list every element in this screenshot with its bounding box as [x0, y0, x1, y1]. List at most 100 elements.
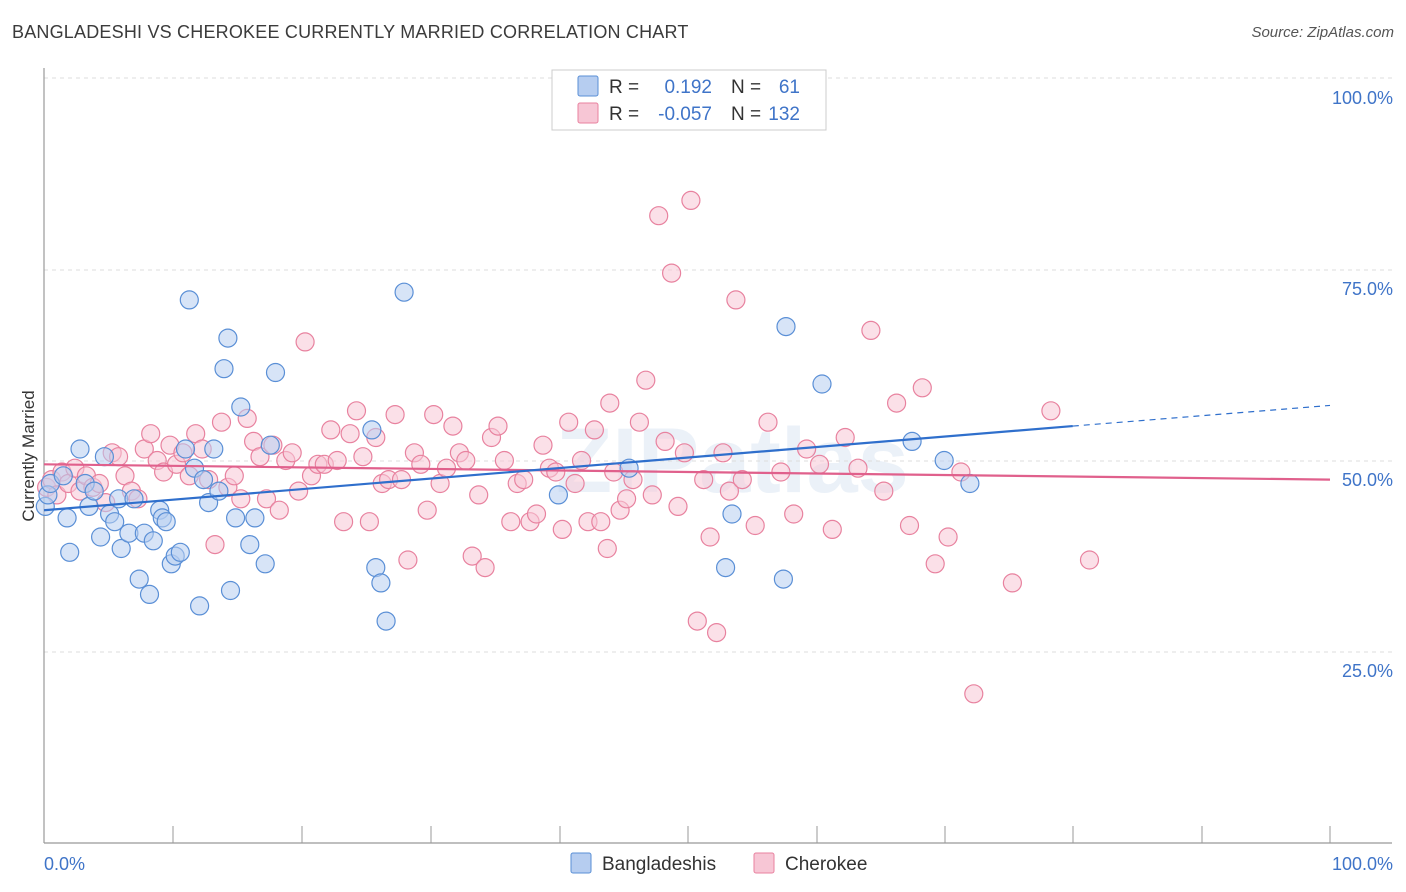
bangladeshi-point-46	[362, 420, 382, 440]
cherokee-point-31	[231, 489, 251, 509]
bangladeshi-point-10	[90, 527, 111, 547]
cherokee-point-123	[912, 378, 932, 398]
cherokee-point-40	[289, 481, 309, 501]
cherokee-point-61	[424, 405, 444, 425]
y-tick-label-75: 75.0%	[1342, 279, 1393, 299]
y-tick-label-100: 100.0%	[1332, 88, 1393, 108]
bangladeshi-point-54	[722, 504, 742, 524]
cherokee-point-116	[822, 519, 842, 540]
bangladeshi-point-51	[548, 485, 569, 505]
bangladeshi-point-58	[934, 450, 954, 471]
legend-box: R = 0.192 N = 61 R = -0.057 N = 132	[551, 69, 827, 131]
bangladeshi-point-45	[265, 362, 286, 383]
cherokee-point-49	[346, 401, 367, 421]
cherokee-point-81	[552, 519, 572, 540]
x-tick-label-100: 100.0%	[1332, 854, 1393, 874]
legend-n-value-1: 61	[779, 77, 800, 98]
cherokee-point-127	[964, 684, 984, 704]
legend-swatch-cherokee	[577, 102, 599, 124]
cherokee-point-109	[732, 470, 752, 490]
cherokee-point-59	[411, 454, 431, 474]
x-axis-ticks	[172, 826, 1331, 843]
cherokee-point-102	[687, 611, 707, 631]
cherokee-point-97	[655, 431, 675, 451]
cherokee-point-94	[636, 370, 656, 390]
bangladeshi-point-41	[240, 534, 260, 555]
bottom-legend-label-bangladeshis: Bangladeshis	[602, 854, 716, 875]
bangladeshi-point-34	[204, 439, 224, 459]
bangladeshi-points	[35, 282, 980, 631]
y-tick-label-50: 50.0%	[1342, 470, 1393, 490]
cherokee-point-71	[488, 416, 508, 436]
bangladeshi-point-31	[190, 596, 210, 616]
bangladeshi-point-42	[245, 508, 265, 528]
legend-swatch-bangladeshis	[577, 75, 599, 97]
cherokee-point-88	[597, 538, 617, 559]
bangladeshi-point-17	[124, 489, 144, 509]
legend-r-value-1: 0.192	[664, 77, 712, 98]
cherokee-point-104	[700, 527, 720, 547]
cherokee-point-86	[584, 420, 605, 440]
cherokee-point-115	[809, 454, 830, 474]
x-tick-label-0: 0.0%	[44, 854, 85, 874]
bangladeshi-point-15	[111, 538, 131, 559]
cherokee-point-91	[616, 489, 637, 509]
chart-title: BANGLADESHI VS CHEROKEE CURRENTLY MARRIE…	[12, 22, 689, 42]
bangladeshi-point-4	[57, 508, 77, 528]
cherokee-point-45	[321, 420, 341, 440]
bangladeshi-point-32	[193, 470, 214, 490]
bangladeshi-point-55	[773, 569, 794, 589]
cherokee-point-46	[327, 450, 347, 471]
cherokee-point-47	[334, 512, 354, 532]
cherokee-point-78	[533, 435, 553, 455]
cherokee-point-55	[385, 405, 405, 425]
cherokee-point-106	[713, 443, 733, 463]
bangladeshi-point-29	[179, 290, 199, 310]
cherokee-point-105	[706, 622, 727, 643]
cherokee-point-64	[443, 416, 463, 436]
bangladeshi-point-9	[84, 481, 104, 501]
bangladeshi-point-6	[70, 439, 90, 459]
cherokee-point-117	[835, 427, 855, 448]
bangladeshi-point-38	[220, 580, 241, 601]
cherokee-point-27	[205, 534, 225, 555]
cherokee-point-82	[559, 412, 579, 432]
bangladeshi-point-50	[394, 282, 414, 302]
bangladeshi-point-18	[129, 569, 149, 589]
cherokee-point-120	[874, 481, 894, 501]
cherokee-point-51	[359, 512, 379, 532]
cherokee-point-50	[353, 447, 373, 467]
cherokee-point-60	[417, 500, 437, 520]
bangladeshi-point-24	[156, 512, 176, 532]
cherokee-point-30	[224, 466, 244, 486]
bangladeshi-point-59	[960, 473, 980, 494]
cherokee-point-48	[340, 424, 360, 444]
cherokee-point-98	[661, 263, 682, 283]
cherokee-point-39	[282, 443, 302, 463]
cherokee-point-129	[1041, 401, 1061, 421]
bangladeshi-point-44	[260, 435, 280, 455]
cherokee-point-75	[514, 470, 534, 490]
cherokee-point-67	[462, 546, 482, 566]
cherokee-point-73	[501, 512, 521, 532]
bangladeshi-point-40	[231, 397, 251, 417]
cherokee-point-128	[1002, 573, 1023, 593]
bangladeshi-point-43	[255, 554, 275, 574]
cherokee-point-57	[398, 550, 418, 570]
bangladeshi-point-53	[715, 557, 736, 578]
bangladeshi-point-27	[170, 542, 190, 562]
cherokee-point-131	[600, 393, 620, 413]
cherokee-point-77	[526, 504, 547, 524]
cherokee-point-121	[886, 393, 907, 413]
trendlines	[43, 404, 1331, 512]
cherokee-point-124	[925, 554, 945, 574]
cherokee-point-95	[642, 485, 662, 505]
cherokee-point-118	[848, 458, 868, 478]
cherokee-point-93	[629, 412, 650, 432]
bangladeshi-point-5	[60, 542, 80, 562]
cherokee-point-80	[546, 462, 566, 482]
bottom-legend-label-cherokee: Cherokee	[785, 854, 867, 875]
legend-n-label-2: N =	[731, 104, 761, 125]
bangladeshi-point-37	[218, 328, 238, 348]
